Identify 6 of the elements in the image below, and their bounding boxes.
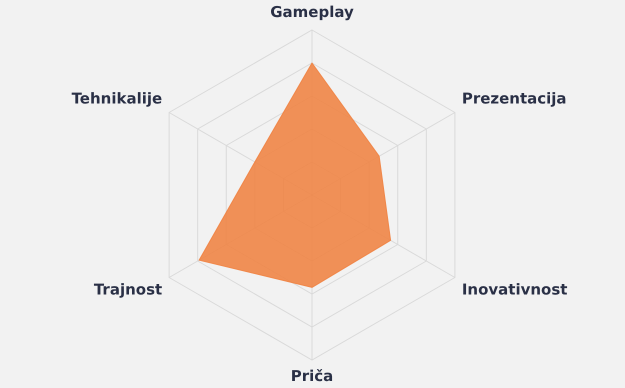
spoke-label: Tehnikalije xyxy=(72,89,162,108)
spoke-label: Priča xyxy=(290,366,334,385)
spoke-label: Inovativnost xyxy=(462,280,568,298)
spoke-label: Gameplay xyxy=(270,2,354,21)
spoke-label: Trajnost xyxy=(94,280,162,298)
spoke-label: Prezentacija xyxy=(462,89,567,108)
